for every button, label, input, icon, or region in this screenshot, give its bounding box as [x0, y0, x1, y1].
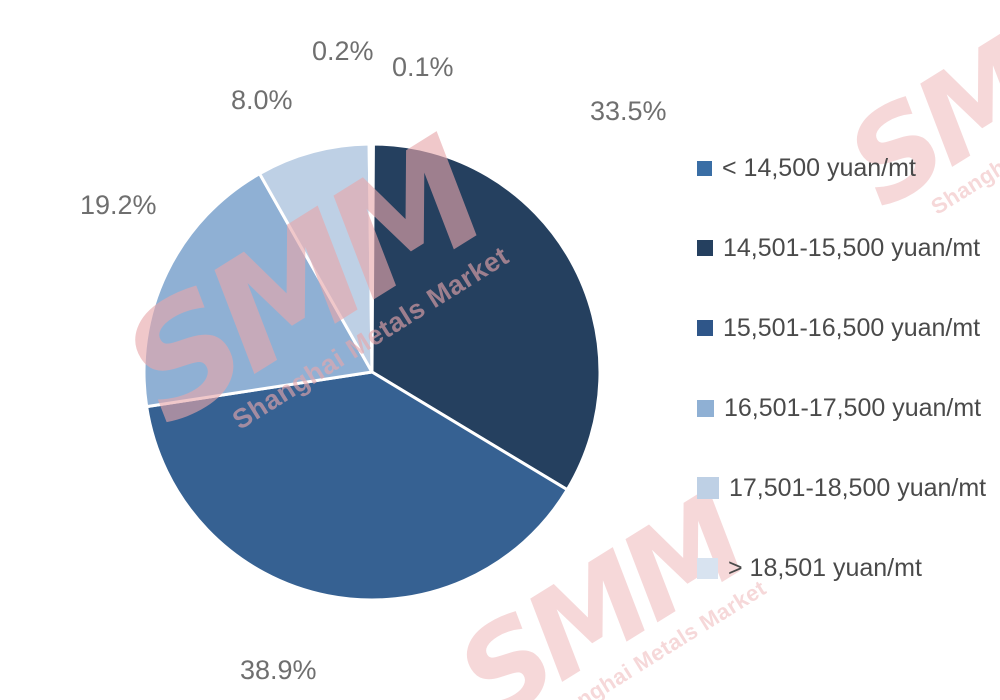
chart-legend: < 14,500 yuan/mt 14,501-15,500 yuan/mt 15,…	[697, 128, 997, 608]
legend-swatch-icon	[697, 557, 718, 579]
legend-swatch-icon	[697, 320, 713, 336]
legend-item[interactable]: < 14,500 yuan/mt	[697, 128, 997, 208]
legend-item-label: 17,501-18,500 yuan/mt	[729, 473, 987, 502]
legend-item-label: > 18,501 yuan/mt	[728, 553, 922, 582]
pie-percentage-label: 0.2%	[312, 36, 374, 66]
legend-item-label: 15,501-16,500 yuan/mt	[723, 313, 981, 342]
legend-swatch-icon	[697, 240, 713, 256]
pie-slice-group	[142, 142, 602, 602]
legend-item-label: 16,501-17,500 yuan/mt	[724, 393, 982, 422]
pie-percentage-label: 38.9%	[240, 655, 317, 685]
legend-item[interactable]: 17,501-18,500 yuan/mt	[697, 448, 997, 528]
pie-slice[interactable]	[367, 142, 374, 374]
pie-slice[interactable]	[370, 142, 602, 492]
legend-swatch-icon	[697, 399, 714, 417]
legend-swatch-icon	[697, 160, 712, 176]
pie-slice[interactable]	[142, 172, 374, 409]
legend-item-label: < 14,500 yuan/mt	[722, 153, 916, 182]
legend-item-label: 14,501-15,500 yuan/mt	[723, 233, 981, 262]
pie-percentage-label: 0.1%	[392, 52, 454, 82]
pie-slice[interactable]	[258, 142, 374, 374]
pie-percentage-label: 33.5%	[590, 96, 667, 126]
legend-item[interactable]: > 18,501 yuan/mt	[697, 528, 997, 608]
legend-item[interactable]: 16,501-17,500 yuan/mt	[697, 368, 997, 448]
pie-svg	[142, 142, 602, 602]
legend-swatch-icon	[697, 477, 719, 499]
pie-slice[interactable]	[145, 370, 569, 602]
legend-item[interactable]: 14,501-15,500 yuan/mt	[697, 208, 997, 288]
pie-percentage-label: 19.2%	[80, 190, 157, 220]
pie-chart: 0.2% 0.1% 33.5% 8.0% 19.2% 38.9%	[80, 36, 667, 685]
legend-item[interactable]: 15,501-16,500 yuan/mt	[697, 288, 997, 368]
pie-percentage-label: 8.0%	[231, 85, 293, 115]
